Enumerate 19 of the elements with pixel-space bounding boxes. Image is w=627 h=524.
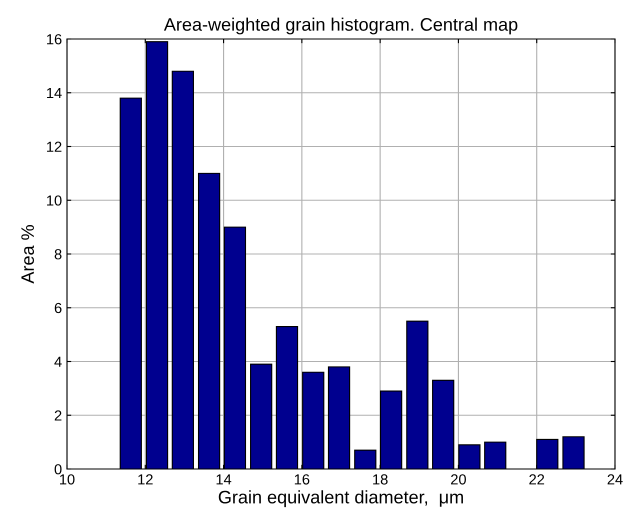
x-tick-label: 22 [529, 474, 544, 484]
x-tick-label: 12 [138, 474, 153, 484]
y-tick-label: 12 [47, 142, 62, 152]
y-tick-label: 8 [54, 249, 62, 260]
x-tick-label: 14 [216, 474, 232, 484]
x-tick-label: 16 [294, 474, 310, 485]
x-tick-label: 18 [373, 474, 388, 485]
y-tick-label: 2 [54, 410, 62, 421]
y-tick-label: 16 [47, 34, 62, 44]
y-tick-label: 10 [47, 195, 62, 206]
y-tick-label: 14 [47, 88, 62, 98]
y-tick-label: 6 [54, 302, 62, 314]
x-tick-label: 24 [608, 474, 623, 484]
y-tick-label: 0 [54, 464, 62, 474]
x-axis-title: Grain equivalent diameter, μm [218, 490, 463, 508]
x-tick-label: 20 [451, 474, 466, 485]
y-tick-label: 4 [54, 356, 62, 367]
chart-title: Area-weighted grain histogram. Central map [164, 18, 518, 34]
y-axis-title: Area % [21, 225, 34, 284]
